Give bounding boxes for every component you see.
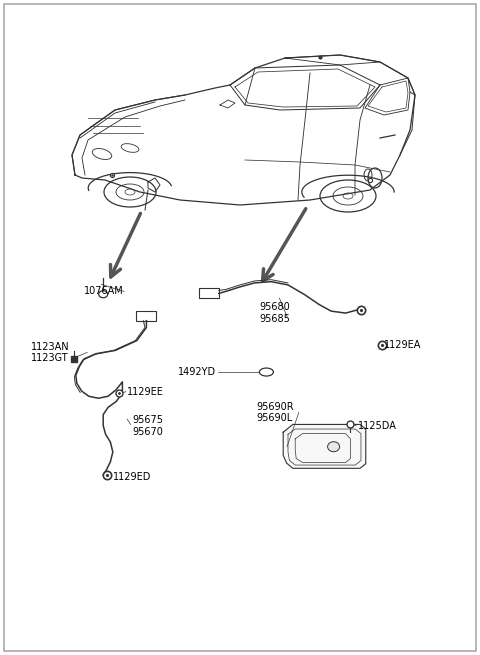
Bar xyxy=(199,288,219,299)
Text: 1492YD: 1492YD xyxy=(178,367,216,377)
Text: 1129EA: 1129EA xyxy=(384,340,421,350)
Text: 95675
95670: 95675 95670 xyxy=(132,415,163,436)
Polygon shape xyxy=(283,424,366,468)
Ellipse shape xyxy=(327,441,339,452)
Text: 1076AM: 1076AM xyxy=(84,286,124,297)
Text: 1129ED: 1129ED xyxy=(113,472,151,482)
Text: 95680
95685: 95680 95685 xyxy=(259,303,290,324)
Bar xyxy=(136,310,156,321)
Text: 1129EE: 1129EE xyxy=(127,386,164,397)
Text: 1125DA: 1125DA xyxy=(358,421,396,431)
Text: 1123AN
1123GT: 1123AN 1123GT xyxy=(31,342,70,363)
Text: 95690R
95690L: 95690R 95690L xyxy=(257,402,294,423)
